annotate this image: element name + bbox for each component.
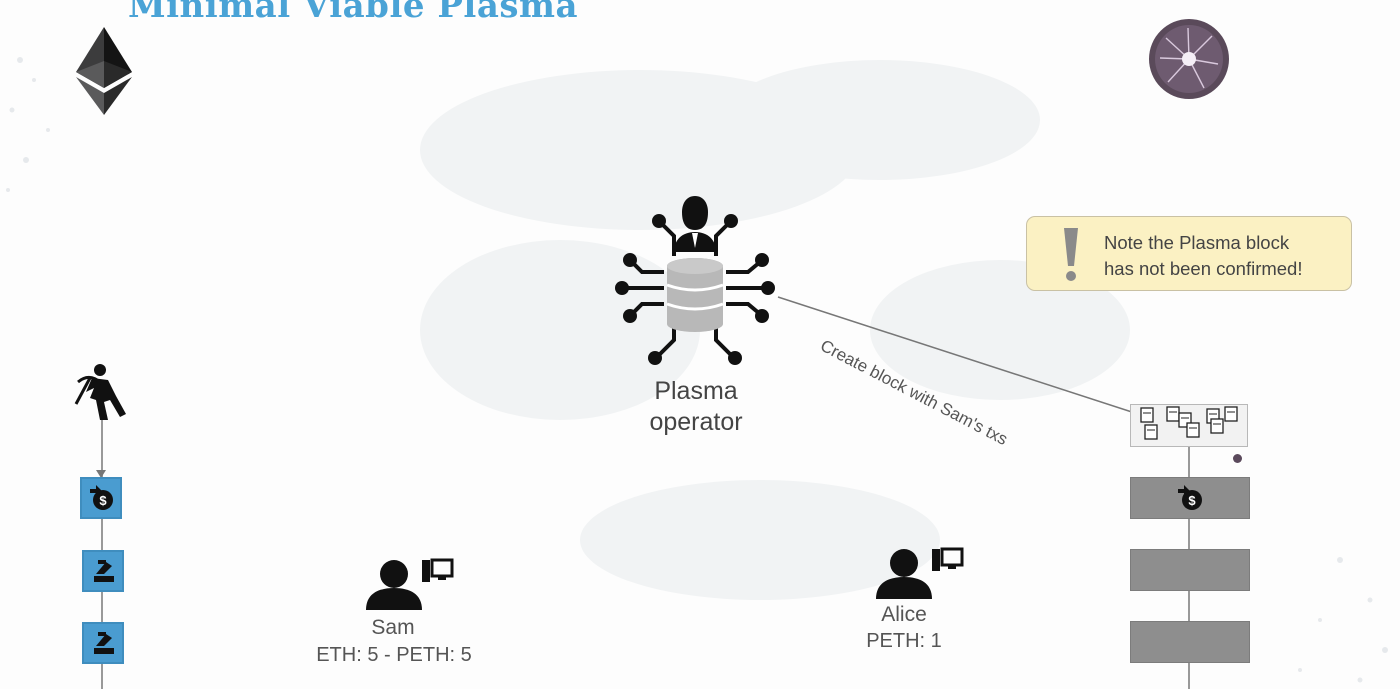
plasma-chain-block <box>1130 621 1250 663</box>
deposit-coin-icon: $ <box>1178 485 1202 510</box>
pending-plasma-block <box>1130 404 1248 447</box>
plasma-chain-block: $ <box>1130 477 1250 519</box>
user-balance-sam: ETH: 5 - PETH: 5 <box>316 644 472 666</box>
ethereum-diamond-icon <box>76 27 132 115</box>
note-box: Note the Plasma block has not been confi… <box>1026 216 1352 291</box>
plasma-orb-icon <box>1149 19 1229 99</box>
user-with-computer-icon <box>876 547 964 599</box>
slide-title: Minimal Viable Plasma <box>128 0 578 26</box>
user-balance-alice: PETH: 1 <box>866 630 942 652</box>
transactions-stack-icon <box>1140 406 1238 440</box>
note-text: Note the Plasma block has not been confi… <box>1104 230 1303 282</box>
svg-text:$: $ <box>99 493 107 508</box>
exclamation-icon <box>1064 228 1078 281</box>
main-chain-block <box>82 622 124 664</box>
operator-label: Plasma operator <box>616 376 776 438</box>
miner-icon <box>74 364 126 420</box>
note-line2: has not been confirmed! <box>1104 258 1303 279</box>
database-circuit-person-icon <box>615 196 775 365</box>
contract-hand-icon <box>94 560 114 582</box>
user-name-sam: Sam <box>371 616 415 639</box>
svg-text:$: $ <box>1188 493 1196 508</box>
plasma-chain-block <box>1130 549 1250 591</box>
operator-label-line2: operator <box>649 408 743 436</box>
user-name-alice: Alice <box>881 603 927 626</box>
main-chain-block <box>82 550 124 592</box>
user-with-computer-icon <box>366 558 454 610</box>
pending-indicator-dot <box>1233 454 1242 463</box>
deposit-coin-icon: $ <box>90 485 113 510</box>
operator-label-line1: Plasma <box>654 377 738 405</box>
contract-hand-icon <box>94 632 114 654</box>
main-chain-block: $ <box>80 477 122 519</box>
note-line1: Note the Plasma block <box>1104 232 1290 253</box>
